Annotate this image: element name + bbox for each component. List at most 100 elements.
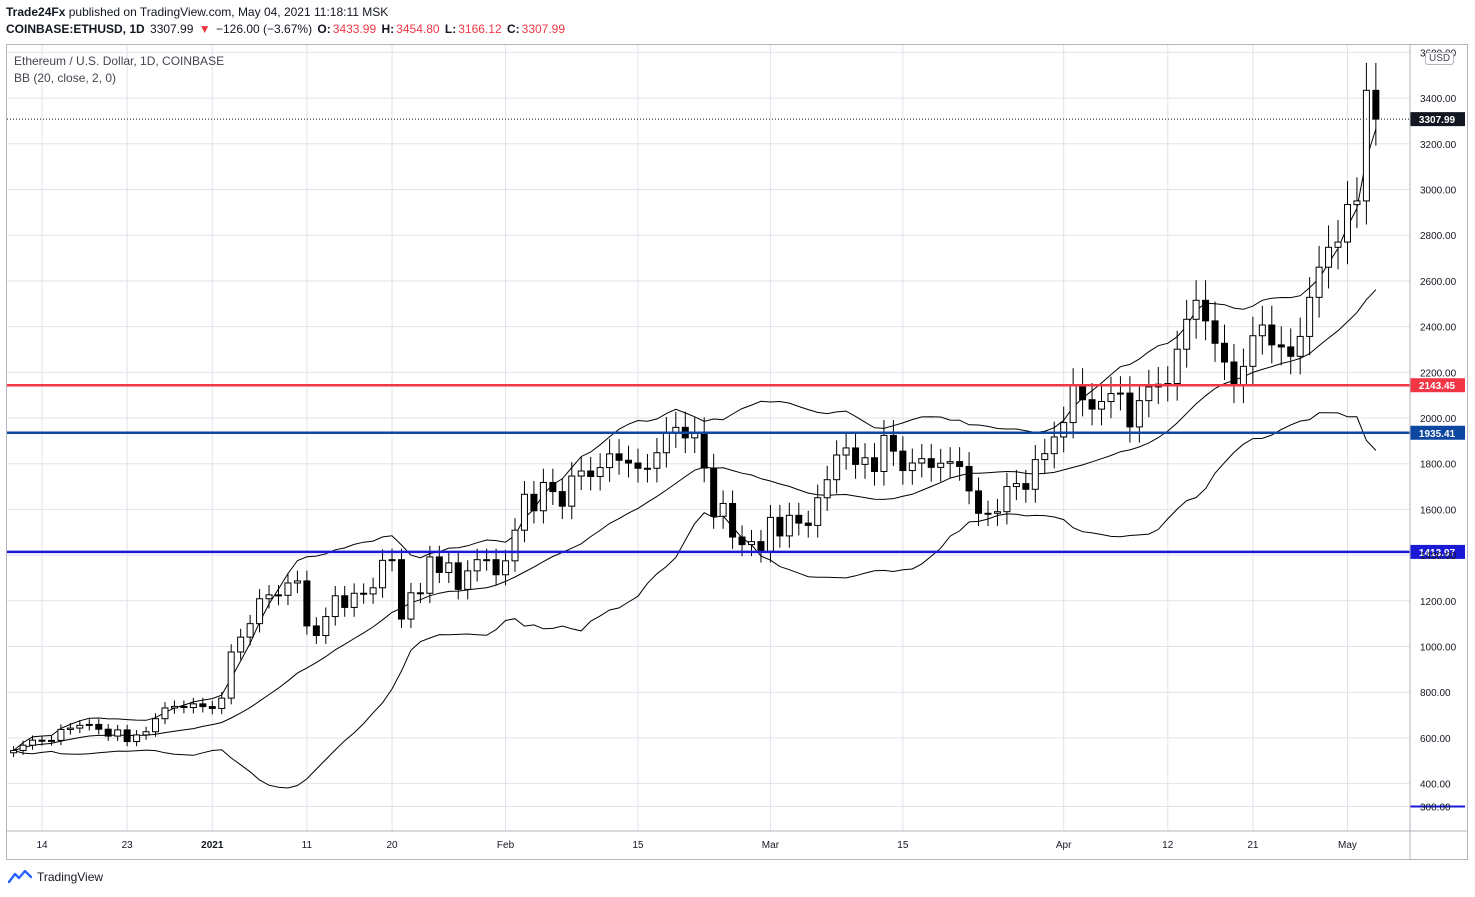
candle-up xyxy=(833,454,841,481)
time-tick-label: May xyxy=(1338,840,1357,851)
last-price-tag xyxy=(1410,112,1465,127)
chart-header: Trade24Fx published on TradingView.com, … xyxy=(6,4,567,38)
price-tick-label: 2400.00 xyxy=(1420,323,1457,334)
price-tick-label: 1800.00 xyxy=(1420,460,1457,471)
candle-up xyxy=(483,559,491,562)
last-price-tag-label: 3307.99 xyxy=(1419,115,1456,126)
candle-up xyxy=(1362,89,1370,202)
candle-up xyxy=(993,511,1001,514)
candle-up xyxy=(1069,384,1077,424)
candle-down xyxy=(625,459,633,464)
price-tick-label: 600.00 xyxy=(1420,734,1451,745)
candle-down xyxy=(965,465,973,492)
candle-up xyxy=(1098,401,1106,410)
price-tick-label: 1200.00 xyxy=(1420,597,1457,608)
price-tick-label: 2000.00 xyxy=(1420,414,1457,425)
candle-up xyxy=(748,541,755,546)
candle-up xyxy=(1183,318,1191,350)
high-value: 3454.80 xyxy=(396,22,440,36)
candle-up xyxy=(331,595,339,618)
candle-up xyxy=(265,594,273,600)
candle-down xyxy=(303,580,311,627)
legend-title: Ethereum / U.S. Dollar, 1D, COINBASE xyxy=(14,54,225,68)
candle-down xyxy=(889,434,897,452)
time-tick-label: 12 xyxy=(1162,840,1174,851)
candle-up xyxy=(1315,266,1323,298)
candle-down xyxy=(1372,89,1380,120)
candle-up xyxy=(539,481,547,512)
open-label: O: xyxy=(317,22,331,36)
candle-up xyxy=(246,623,254,638)
horizontal-levels: 2143.45 1935.41 1413.97 3307.99 xyxy=(7,112,1465,808)
candle-up xyxy=(114,729,122,737)
candle-up xyxy=(350,592,358,608)
candle-down xyxy=(927,458,935,468)
candle-up xyxy=(256,598,264,625)
price-tick-label: 3000.00 xyxy=(1420,186,1457,197)
candle-up xyxy=(1050,436,1058,455)
candle-down xyxy=(587,470,595,477)
time-tick-label: Apr xyxy=(1056,840,1072,851)
close-value: 3307.99 xyxy=(521,22,566,36)
price-tick-label: 3400.00 xyxy=(1420,94,1457,105)
candle-up xyxy=(577,470,585,477)
candle-up xyxy=(133,734,141,743)
candle-up xyxy=(785,514,793,537)
candle-up xyxy=(1041,453,1049,461)
time-tick-label: 15 xyxy=(632,840,644,851)
candle-up xyxy=(369,587,377,595)
candle-down xyxy=(530,493,538,512)
candle-down xyxy=(899,450,907,472)
ohlc-line: COINBASE:ETHUSD, 1D 3307.99 ▼ −126.00 (−… xyxy=(6,21,567,38)
candle-down xyxy=(1126,392,1134,428)
candle-up xyxy=(407,592,415,620)
candle-up xyxy=(170,705,178,709)
candle-up xyxy=(227,651,235,699)
candle-down xyxy=(804,522,812,526)
price-tick-label: 1000.00 xyxy=(1420,643,1457,654)
candle-down xyxy=(341,595,349,608)
candle-up xyxy=(237,636,245,653)
candle-up xyxy=(1239,365,1247,387)
publish-line: Trade24Fx published on TradingView.com, … xyxy=(6,4,567,21)
candle-down xyxy=(615,453,623,461)
candle-up xyxy=(1135,400,1143,428)
time-tick-label: 20 xyxy=(386,840,398,851)
price-tick-label: 2200.00 xyxy=(1420,368,1457,379)
candle-up xyxy=(1173,348,1181,384)
legend-indicator[interactable]: BB (20, close, 2, 0) xyxy=(14,71,117,85)
publish-info: published on TradingView.com, May 04, 20… xyxy=(68,5,389,19)
candle-down xyxy=(1287,346,1295,357)
candle-up xyxy=(842,447,850,456)
candle-down xyxy=(852,447,860,465)
candle-up xyxy=(861,457,869,465)
candle-up xyxy=(1334,241,1342,248)
candle-up xyxy=(606,453,614,469)
candle-down xyxy=(492,559,500,576)
candle-up xyxy=(814,497,822,526)
candle-down xyxy=(975,490,983,514)
candle-down xyxy=(1088,399,1096,410)
candle-down xyxy=(397,559,405,620)
time-tick-label: 23 xyxy=(122,840,134,851)
currency-badge[interactable]: USD xyxy=(1425,52,1455,65)
candle-down xyxy=(1079,384,1087,401)
candle-up xyxy=(643,467,651,470)
candle-up xyxy=(1325,246,1333,268)
candle-down xyxy=(634,462,642,469)
author-name[interactable]: Trade24Fx xyxy=(6,5,66,19)
high-label: H: xyxy=(381,22,395,36)
candle-up xyxy=(1296,335,1304,357)
candle-up xyxy=(662,431,670,454)
footer-brand: TradingView xyxy=(37,870,104,884)
candle-up xyxy=(1343,204,1351,243)
price-tick-label: 300.00 xyxy=(1420,802,1451,813)
low-label: L: xyxy=(444,22,457,36)
candle-up xyxy=(284,582,292,596)
footer[interactable]: TradingView xyxy=(8,870,103,884)
candle-up xyxy=(946,461,954,464)
time-tick-label: Mar xyxy=(762,840,780,851)
candle-down xyxy=(1230,361,1238,387)
time-tick-label: 21 xyxy=(1247,840,1259,851)
